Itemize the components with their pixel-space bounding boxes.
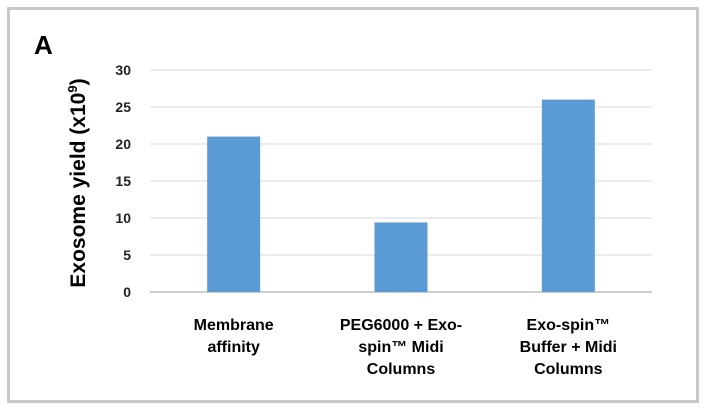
- category-labels: Membrane affinity PEG6000 + Exo-spin™ Midi…: [194, 317, 617, 378]
- y-tick-label: 10: [115, 210, 131, 226]
- bar: [207, 136, 261, 292]
- y-tick-label: 15: [115, 173, 131, 189]
- category-label: PEG6000 + Exo-spin™ Midi Columns: [340, 317, 462, 378]
- y-tick-labels: 0 5 10 15 20 25 30: [115, 62, 131, 300]
- panel-letter: A: [34, 30, 53, 60]
- bar: [541, 99, 595, 292]
- bar: [374, 222, 428, 292]
- y-tick-label: 5: [123, 247, 131, 263]
- y-tick-label: 30: [115, 62, 131, 78]
- category-label: Membrane affinity: [194, 317, 274, 356]
- y-tick-label: 20: [115, 136, 131, 152]
- y-tick-label: 25: [115, 99, 131, 115]
- bars: [207, 99, 595, 292]
- category-label: Exo-spin™ Buffer + Midi Columns: [520, 317, 617, 378]
- y-tick-label: 0: [123, 284, 131, 300]
